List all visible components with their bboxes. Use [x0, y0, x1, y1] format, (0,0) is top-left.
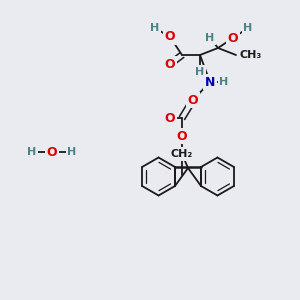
Text: H: H [206, 33, 214, 43]
Text: CH₂: CH₂ [171, 149, 193, 159]
Text: O: O [177, 130, 187, 142]
Text: H: H [243, 23, 253, 33]
Text: H: H [195, 67, 205, 77]
Text: H: H [150, 23, 160, 33]
Text: N: N [205, 76, 215, 88]
Text: O: O [165, 31, 175, 44]
Text: H: H [219, 77, 229, 87]
Text: H: H [68, 147, 76, 157]
Text: O: O [165, 58, 175, 70]
Text: O: O [47, 146, 57, 158]
Text: O: O [228, 32, 238, 44]
Text: H: H [27, 147, 37, 157]
Text: O: O [188, 94, 198, 106]
Text: O: O [165, 112, 175, 124]
Text: CH₃: CH₃ [240, 50, 262, 60]
